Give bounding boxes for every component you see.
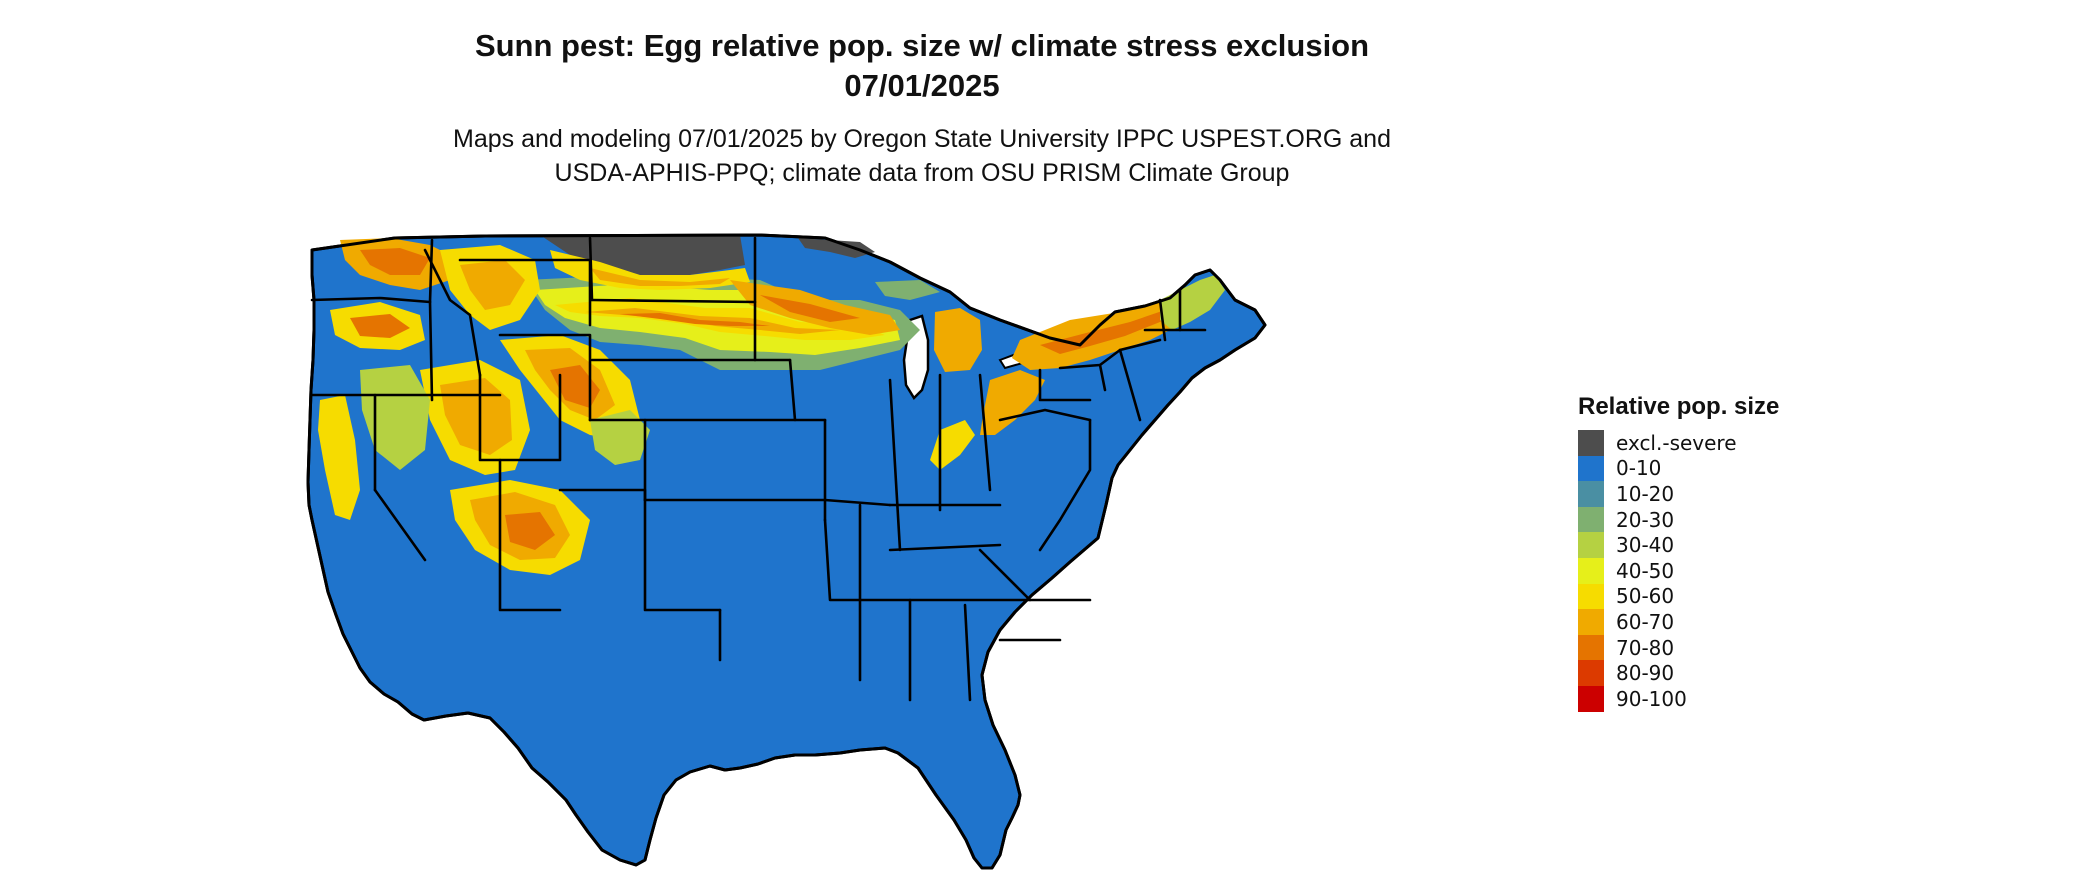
legend-item: 0-10	[1578, 455, 1779, 482]
legend-swatch	[1578, 634, 1604, 661]
map-date: 07/01/2025	[844, 68, 1000, 103]
zone-michigan-lower	[934, 308, 982, 372]
legend-item: 20-30	[1578, 506, 1779, 533]
us-outline-border	[306, 233, 1267, 870]
legend-label: 70-80	[1616, 635, 1675, 660]
zone-wisconsin-hot	[760, 295, 860, 322]
legend-swatch	[1578, 506, 1604, 533]
legend-swatch	[1578, 609, 1604, 635]
legend-label: 60-70	[1616, 609, 1675, 634]
legend-label: 10-20	[1616, 481, 1675, 506]
legend-swatch	[1578, 583, 1604, 610]
zone-utah-hot	[440, 378, 512, 455]
legend-label: excl.-severe	[1616, 430, 1737, 455]
zone-northeast-hot	[1040, 306, 1180, 354]
legend-swatch	[1578, 685, 1604, 712]
legend-label: 80-90	[1616, 661, 1675, 686]
legend-item: 30-40	[1578, 532, 1779, 558]
zone-new-england	[1160, 275, 1225, 330]
map-subtitle-line-1: Maps and modeling 07/01/2025 by Oregon S…	[453, 125, 1391, 153]
legend-item: 80-90	[1578, 660, 1779, 686]
legend-item: 90-100	[1578, 685, 1779, 712]
zone-appalachia	[980, 370, 1045, 435]
zone-washington-hot	[360, 248, 430, 275]
legend-label: 20-30	[1616, 507, 1675, 532]
zone-idaho-montana-hot	[460, 260, 525, 310]
legend-swatch	[1578, 481, 1604, 507]
map-title: Sunn pest: Egg relative pop. size w/ cli…	[474, 28, 1370, 63]
legend-swatch	[1578, 455, 1604, 482]
legend-swatch	[1578, 557, 1604, 584]
legend-swatch	[1578, 660, 1604, 686]
legend-item: 40-50	[1578, 557, 1779, 584]
legend-title: Relative pop. size	[1578, 393, 1780, 420]
legend-swatch	[1578, 532, 1604, 558]
legend-label: 90-100	[1616, 686, 1687, 711]
legend-label: 50-60	[1616, 584, 1675, 609]
legend-label: 30-40	[1616, 533, 1675, 558]
legend: Relative pop. size excl.-severe 0-10 10-20…	[1578, 392, 1779, 712]
excluded-minnesota	[798, 238, 875, 258]
legend-item: excl.-severe	[1578, 430, 1779, 456]
legend-label: 40-50	[1616, 558, 1675, 583]
legend-items: excl.-severe 0-10 10-20 20-30 30-40 40-50 50-6…	[1578, 430, 1779, 712]
legend-item: 70-80	[1578, 634, 1779, 661]
zone-nm-core	[505, 512, 555, 550]
zone-northern-plains-hot	[620, 313, 770, 326]
zone-colorado-plains	[590, 410, 650, 465]
zone-michigan-upper	[875, 280, 940, 300]
zone-nevada	[360, 365, 430, 470]
legend-swatch	[1578, 430, 1604, 456]
legend-item: 60-70	[1578, 609, 1779, 635]
zone-california	[318, 395, 360, 520]
legend-label: 0-10	[1616, 456, 1662, 481]
state-boundaries	[310, 236, 1207, 702]
zone-north-dakota-edge	[590, 268, 730, 286]
legend-item: 50-60	[1578, 583, 1779, 610]
map-subtitle-line-2: USDA-APHIS-PPQ; climate data from OSU PR…	[554, 159, 1290, 187]
legend-item: 10-20	[1578, 481, 1779, 507]
us-map	[306, 233, 1267, 870]
zone-colorado-core	[550, 365, 600, 408]
zone-oregon-hot	[350, 314, 410, 338]
